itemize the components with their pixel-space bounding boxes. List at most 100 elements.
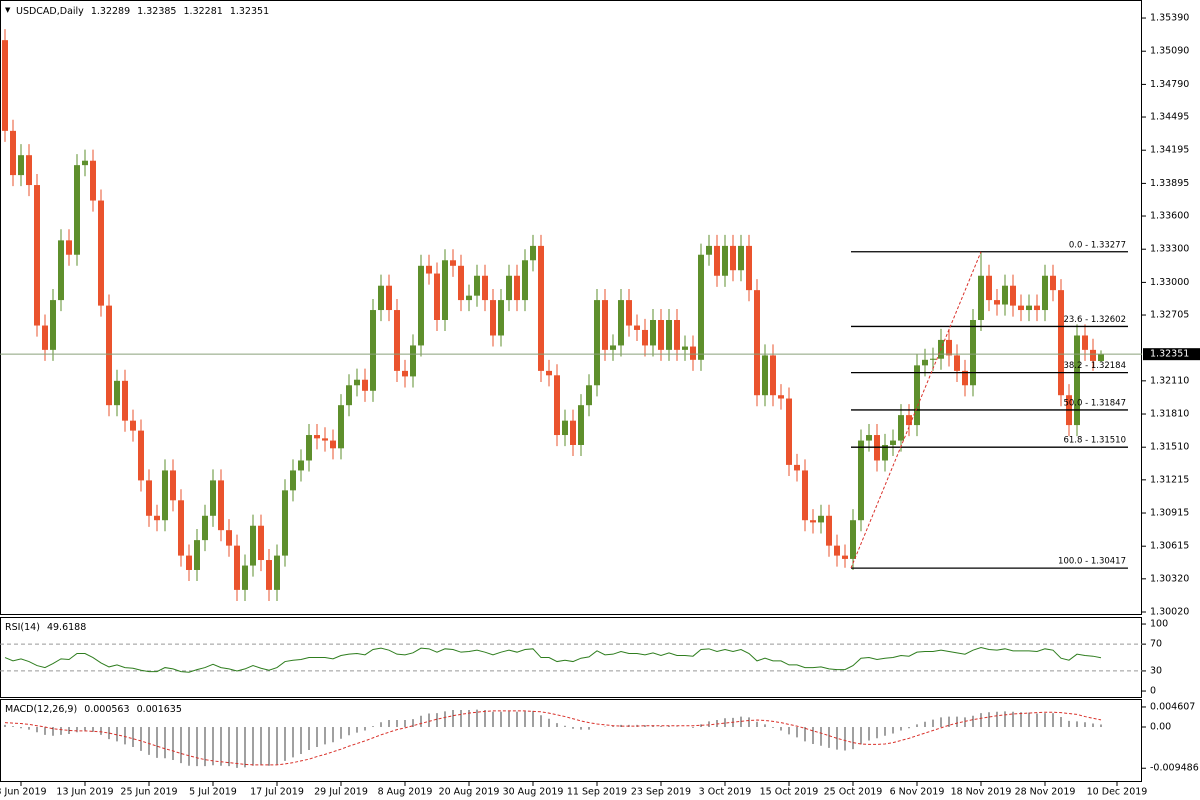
candle-body <box>530 245 536 261</box>
candle-body <box>154 515 160 521</box>
candle-body <box>26 155 32 186</box>
panel-frames <box>0 0 1142 782</box>
candle-body <box>962 370 968 386</box>
y-tick-label: 1.34790 <box>1150 79 1189 90</box>
candle-body <box>258 525 264 561</box>
candle-body <box>730 245 736 271</box>
candle-body <box>242 565 248 590</box>
y-tick-label: 1.31810 <box>1150 409 1189 420</box>
candle-body <box>1098 354 1104 362</box>
candle-body <box>290 470 296 491</box>
candle-body <box>474 275 480 296</box>
candle-body <box>1026 305 1032 311</box>
x-tick-label: 23 Sep 2019 <box>631 787 691 798</box>
x-tick-label: 13 Jun 2019 <box>56 787 113 798</box>
candle-body <box>682 346 688 350</box>
x-tick-label: 29 Jul 2019 <box>314 787 368 798</box>
macd-signal <box>4 710 1102 766</box>
candle-body <box>738 245 744 271</box>
candle-body <box>18 155 24 176</box>
candle-body <box>458 265 464 301</box>
candle-body <box>762 355 768 396</box>
candle-body <box>338 405 344 449</box>
symbol: USDCAD,Daily <box>16 6 84 17</box>
x-tick-label: 25 Oct 2019 <box>824 787 883 798</box>
fib-label: 38.2 - 1.32184 <box>1063 361 1126 371</box>
candle-body <box>162 470 168 521</box>
candle-body <box>706 245 712 255</box>
candle-body <box>506 275 512 301</box>
x-tick-label: 30 Aug 2019 <box>503 787 564 798</box>
candle-body <box>114 380 120 406</box>
candle-body <box>1050 275 1056 291</box>
high: 1.32385 <box>137 6 176 17</box>
y-tick-label: 1.34495 <box>1150 112 1189 123</box>
y-tick-label: 1.32705 <box>1150 310 1189 321</box>
candle-body <box>250 525 256 566</box>
candle-body <box>266 560 272 590</box>
candle-body <box>634 325 640 330</box>
candle-body <box>818 515 824 523</box>
candle-body <box>1010 285 1016 306</box>
candle-body <box>434 273 440 320</box>
title-arrow: ▼ <box>5 6 11 14</box>
candle-body <box>698 254 704 360</box>
candle-body <box>642 329 648 346</box>
y-tick-label: 1.35390 <box>1150 13 1189 24</box>
y-tick-label: 1.31215 <box>1150 474 1189 485</box>
candle-body <box>802 470 808 521</box>
candle-body <box>1090 349 1096 361</box>
y-tick-label: 100 <box>1150 619 1168 630</box>
candle-body <box>426 265 432 274</box>
candle-body <box>1042 275 1048 311</box>
candle-body <box>410 345 416 377</box>
candle-body <box>282 490 288 556</box>
rsi-title: RSI(14) 49.6188 <box>5 622 86 633</box>
y-tick-label: 1.35090 <box>1150 46 1189 57</box>
candle-body <box>786 398 792 465</box>
candle-body <box>570 420 576 445</box>
candle-body <box>578 405 584 445</box>
candle-body <box>498 300 504 336</box>
candle-body <box>906 415 912 426</box>
candle-body <box>914 365 920 426</box>
candle-body <box>778 395 784 399</box>
candle-body <box>890 440 896 445</box>
candle-body <box>1002 285 1008 305</box>
candle-body <box>330 440 336 449</box>
candle-body <box>130 420 136 431</box>
candle-body <box>122 380 128 421</box>
candle-body <box>666 319 672 350</box>
candle-body <box>10 130 16 176</box>
macd-value: 0.000563 <box>84 704 129 715</box>
x-tick-label: 17 Jul 2019 <box>250 787 304 798</box>
candle-body <box>602 300 608 350</box>
candle-body <box>978 275 984 320</box>
candle-body <box>466 295 472 301</box>
macd-panel <box>0 699 1142 782</box>
candle-body <box>754 290 760 396</box>
x-tick-label: 10 Dec 2019 <box>1087 787 1148 798</box>
y-tick-label: 1.30020 <box>1150 607 1189 618</box>
candle-body <box>314 435 320 439</box>
y-tick-label: 1.32110 <box>1150 375 1189 386</box>
candle-body <box>2 40 8 131</box>
candle-body <box>234 545 240 590</box>
x-tick-label: 20 Aug 2019 <box>439 787 500 798</box>
candle-body <box>34 185 40 326</box>
candle-body <box>106 305 112 406</box>
y-tick-label: 1.30320 <box>1150 573 1189 584</box>
rsi-value: 49.6188 <box>47 622 86 633</box>
fib-label: 61.8 - 1.31510 <box>1063 436 1126 446</box>
candle-body <box>82 160 88 166</box>
candle-body <box>418 265 424 346</box>
candle-body <box>594 300 600 386</box>
candle-body <box>1018 305 1024 311</box>
candle-body <box>794 464 800 471</box>
candle-body <box>866 435 872 441</box>
x-tick-label: 8 Aug 2019 <box>378 787 433 798</box>
candle-body <box>226 530 232 546</box>
candle-body <box>442 260 448 320</box>
candle-body <box>834 545 840 556</box>
